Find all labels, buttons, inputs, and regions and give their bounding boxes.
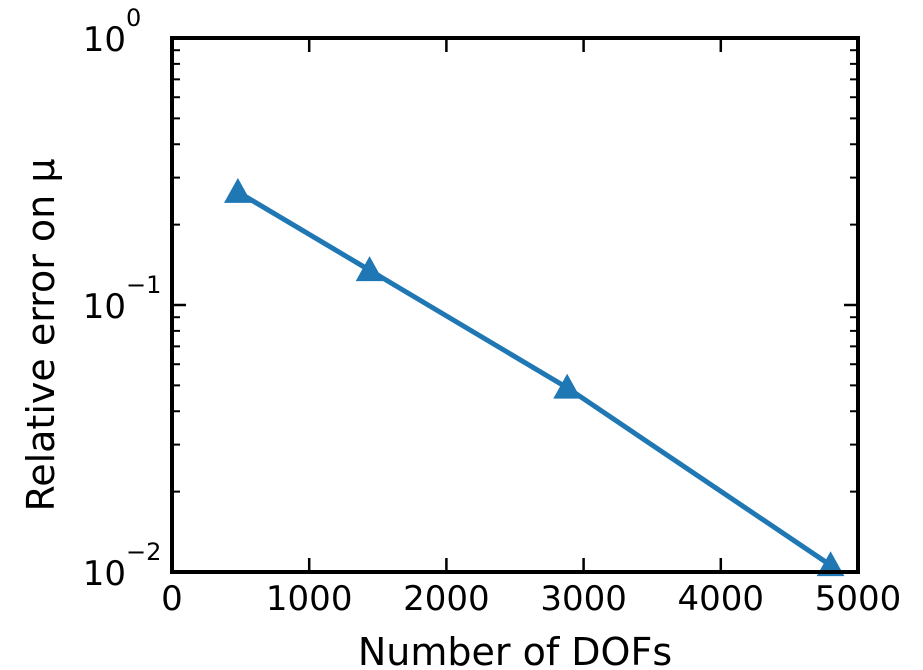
y-tick-label: 10 [83, 20, 126, 60]
series-line [236, 189, 832, 568]
y-tick-exponent: −2 [126, 538, 161, 566]
y-tick-exponent: 0 [126, 4, 141, 32]
x-axis-label: Number of DOFs [358, 630, 672, 670]
series-layer [224, 177, 845, 577]
x-tick-label: 2000 [403, 579, 490, 619]
x-tick-label: 1000 [266, 579, 353, 619]
ticks-layer [170, 36, 860, 574]
data-point-marker [553, 373, 581, 399]
x-tick-label: 0 [161, 579, 183, 619]
data-point-marker [816, 551, 845, 577]
data-point-marker [224, 177, 252, 203]
x-tick-label: 5000 [815, 579, 902, 619]
x-tick-label: 4000 [678, 579, 765, 619]
plot-frame [170, 36, 860, 574]
x-tick-label: 3000 [540, 579, 627, 619]
y-tick-label: 10 [83, 554, 126, 594]
y-axis-label: Relative error on μ [19, 159, 63, 512]
y-tick-exponent: −1 [126, 271, 161, 299]
data-point-marker [355, 256, 384, 282]
y-tick-label: 10 [83, 287, 126, 327]
